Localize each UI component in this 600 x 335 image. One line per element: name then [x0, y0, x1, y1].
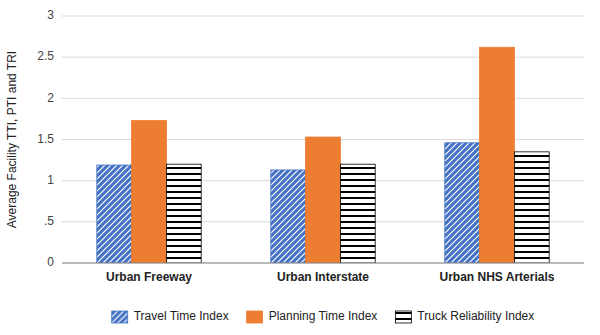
bar: [514, 152, 549, 263]
y-tick-label: .5: [44, 214, 54, 228]
legend-item: Planning Time Index: [247, 309, 378, 323]
legend-label: Planning Time Index: [269, 309, 378, 323]
bar: [97, 165, 132, 263]
y-tick-label: 2: [47, 91, 54, 105]
y-axis-label: Average Facility TTI, PTI and TRI: [5, 51, 19, 228]
legend-label: Truck Reliability Index: [417, 309, 534, 323]
bar: [445, 143, 480, 263]
x-tick-label: Urban Interstate: [277, 270, 369, 284]
y-tick-label: 3: [47, 8, 54, 22]
y-tick-label: 1.5: [37, 132, 54, 146]
legend-swatch: [247, 311, 263, 323]
bar: [480, 47, 515, 263]
legend-label: Travel Time Index: [134, 309, 229, 323]
legend-swatch: [395, 311, 411, 323]
legend-item: Truck Reliability Index: [395, 309, 534, 323]
y-tick-label: 1: [47, 173, 54, 187]
x-tick-label: Urban NHS Arterials: [440, 270, 555, 284]
bars: [97, 47, 549, 263]
x-axis-line: [62, 263, 584, 264]
chart: 0 .5 1 1.5 2 2.5 3 Urban Freeway Urban Interstat…: [0, 0, 600, 335]
bar: [340, 164, 375, 263]
bar: [166, 164, 201, 263]
grid-line: [62, 263, 584, 264]
chart-container: 0 .5 1 1.5 2 2.5 3 Urban Freeway Urban Interstat…: [0, 0, 600, 335]
legend-swatch: [112, 311, 128, 323]
y-tick-label: 0: [47, 255, 54, 269]
legend-item: Travel Time Index: [112, 309, 229, 323]
bar: [306, 137, 341, 263]
legend: Travel Time Index Planning Time Index Truc…: [112, 309, 535, 323]
y-tick-label: 2.5: [37, 49, 54, 63]
grid-line: [62, 16, 584, 17]
bar: [132, 121, 167, 263]
plot-area: 0 .5 1 1.5 2 2.5 3 Urban Freeway Urban Interstat…: [37, 8, 584, 284]
bar: [271, 170, 306, 263]
x-tick-label: Urban Freeway: [106, 270, 192, 284]
